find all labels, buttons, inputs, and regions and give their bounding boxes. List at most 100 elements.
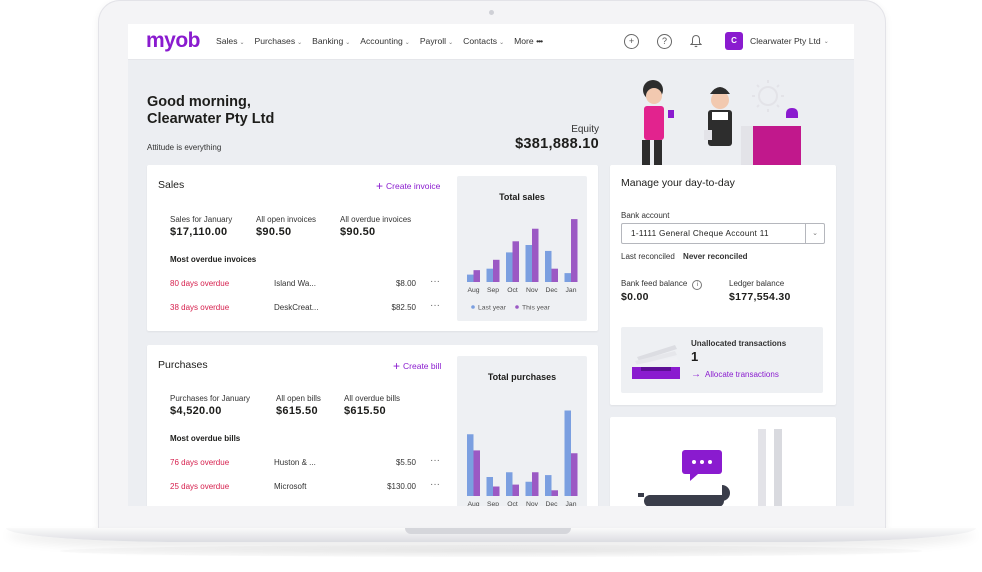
sales-card: Sales + Create invoice Sales for January … <box>147 165 598 331</box>
bar-this-year-jan[interactable] <box>571 219 578 282</box>
open-invoices-label: All open invoices <box>256 215 317 224</box>
bar-last-year-dec[interactable] <box>545 250 552 282</box>
nav-item-label: Banking <box>312 36 344 46</box>
x-tick-label: Aug <box>467 287 479 294</box>
bar-this-year-dec[interactable] <box>551 268 559 282</box>
allocate-transactions-link[interactable]: → Allocate transactions <box>691 369 779 380</box>
bar-last-year-aug[interactable] <box>467 274 474 282</box>
greeting-line-2: Clearwater Pty Ltd <box>147 111 275 127</box>
sales-metric-label: Sales for January <box>170 215 233 224</box>
cafe-illustration <box>642 80 801 166</box>
last-reconciled-label: Last reconciled <box>621 252 675 261</box>
bank-account-select[interactable]: 1-1111 General Cheque Account 11 ⌄ <box>621 223 825 244</box>
bell-icon[interactable] <box>689 34 703 48</box>
sales-metric-value[interactable]: $17,110.00 <box>170 226 228 238</box>
open-invoices-value[interactable]: $90.50 <box>256 226 292 238</box>
company-switcher[interactable]: C Clearwater Pty Ltd ⌄ <box>725 32 829 50</box>
bar-last-year-nov[interactable] <box>525 245 533 282</box>
row-more-icon[interactable]: ··· <box>430 276 440 287</box>
create-invoice-link[interactable]: + Create invoice <box>376 179 440 193</box>
bill-overdue-days[interactable]: 25 days overdue <box>170 482 230 491</box>
bank-account-label: Bank account <box>621 211 670 220</box>
nav-item-banking[interactable]: Banking ⌄ <box>312 36 350 46</box>
bar-last-year-jan[interactable] <box>564 273 572 282</box>
counter-shape <box>753 126 801 166</box>
nav-item-payroll[interactable]: Payroll ⌄ <box>420 36 453 46</box>
bar-this-year-aug[interactable] <box>473 450 481 496</box>
bar-last-year-dec[interactable] <box>545 475 552 496</box>
chevron-down-icon: ⌄ <box>297 40 303 46</box>
row-more-icon[interactable]: ··· <box>430 455 440 466</box>
overdue-invoices-label: All overdue invoices <box>340 215 412 224</box>
invoice-overdue-days[interactable]: 80 days overdue <box>170 279 230 288</box>
bill-overdue-days[interactable]: 76 days overdue <box>170 458 230 467</box>
bar-last-year-sep[interactable] <box>486 268 494 282</box>
row-more-icon[interactable]: ··· <box>430 479 440 490</box>
invoice-overdue-days[interactable]: 38 days overdue <box>170 303 230 312</box>
bar-this-year-aug[interactable] <box>473 270 481 282</box>
help-icon[interactable]: ? <box>657 34 672 49</box>
legend-label: Last year <box>478 305 507 312</box>
bank-feed-label: Bank feed balance <box>621 279 688 288</box>
laptop-notch <box>405 528 571 534</box>
nav-item-sales[interactable]: Sales ⌄ <box>216 36 245 46</box>
bar-last-year-aug[interactable] <box>467 434 474 496</box>
ledger-balance-label: Ledger balance <box>729 279 785 288</box>
manage-card: Manage your day-to-day Bank account 1-11… <box>610 165 836 405</box>
nav-item-contacts[interactable]: Contacts ⌄ <box>463 36 504 46</box>
bar-this-year-jan[interactable] <box>571 453 578 496</box>
bar-this-year-nov[interactable] <box>532 472 539 496</box>
bar-this-year-nov[interactable] <box>532 228 539 282</box>
bar-this-year-oct[interactable] <box>512 241 520 282</box>
overdue-invoices-value[interactable]: $90.50 <box>340 226 376 238</box>
greeting-heading: Good morning, Clearwater Pty Ltd <box>147 94 274 128</box>
bar-this-year-oct[interactable] <box>512 484 520 496</box>
chevron-down-icon[interactable]: ⌄ <box>805 224 824 243</box>
chevron-down-icon: ⌄ <box>823 38 829 45</box>
invoice-customer: Island Wa... <box>274 279 316 288</box>
arrow-right-icon: → <box>691 369 701 380</box>
purchases-card: Purchases + Create bill Purchases for Jan… <box>147 345 598 506</box>
ledger-balance-value: $177,554.30 <box>729 291 791 303</box>
chevron-down-icon: ⌄ <box>345 40 351 46</box>
nav-item-purchases[interactable]: Purchases ⌄ <box>255 36 303 46</box>
x-tick-label: Jan <box>566 501 577 506</box>
bar-this-year-sep[interactable] <box>493 486 500 497</box>
bar-last-year-oct[interactable] <box>506 252 513 282</box>
create-bill-link[interactable]: + Create bill <box>393 359 441 373</box>
chevron-down-icon: ⌄ <box>404 40 410 46</box>
add-icon[interactable]: + <box>624 34 639 49</box>
bar-last-year-jan[interactable] <box>564 410 572 497</box>
bar-last-year-oct[interactable] <box>506 472 513 496</box>
bar-this-year-dec[interactable] <box>551 490 559 496</box>
bar-this-year-sep[interactable] <box>493 259 500 282</box>
greeting-line-1: Good morning, <box>147 94 251 110</box>
laptop-base <box>6 528 976 542</box>
chevron-down-icon: ⌄ <box>239 40 245 46</box>
nav-item-accounting[interactable]: Accounting ⌄ <box>360 36 410 46</box>
overdue-bills-heading: Most overdue bills <box>170 434 241 443</box>
total-sales-chart-panel: Total sales Aug Sep Oct Nov Dec Jan Last year T… <box>457 176 587 321</box>
create-invoice-label: Create invoice <box>386 181 441 191</box>
legend-dot <box>471 305 475 309</box>
overdue-bills-value[interactable]: $615.50 <box>344 405 386 417</box>
purchases-card-title: Purchases <box>158 359 208 371</box>
purchases-metric-value[interactable]: $4,520.00 <box>170 405 222 417</box>
info-icon[interactable]: i <box>692 280 703 290</box>
row-more-icon[interactable]: ··· <box>430 300 440 311</box>
invoice-customer: DeskCreat... <box>274 303 319 312</box>
nav-item-more[interactable]: More ••• <box>514 36 543 46</box>
bar-last-year-nov[interactable] <box>525 481 533 496</box>
open-bills-value[interactable]: $615.50 <box>276 405 318 417</box>
laptop-shadow <box>60 545 922 557</box>
bank-account-value: 1-1111 General Cheque Account 11 <box>631 229 769 238</box>
overdue-bills-label: All overdue bills <box>344 394 401 403</box>
bar-last-year-sep[interactable] <box>486 477 494 496</box>
last-reconciled: Last reconciled Never reconciled <box>621 252 748 261</box>
plus-icon: + <box>376 179 384 193</box>
invoice-amount: $8.00 <box>395 279 416 288</box>
create-bill-label: Create bill <box>403 361 442 371</box>
tagline: Attitude is everything <box>147 143 222 152</box>
x-tick-label: Aug <box>467 501 479 506</box>
myob-logo[interactable]: myob <box>146 29 201 52</box>
